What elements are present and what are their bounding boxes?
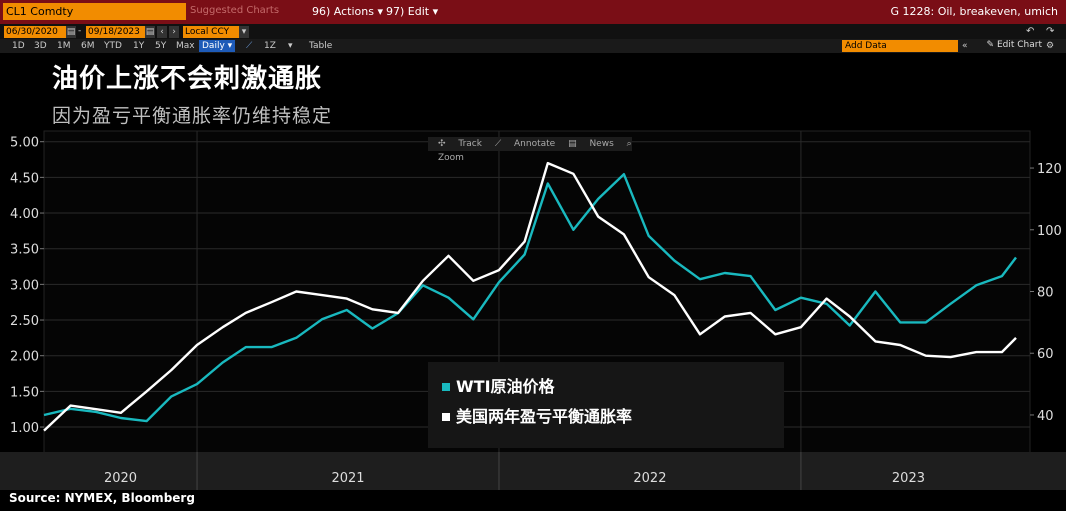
undo-icon[interactable]: ↶ bbox=[1026, 26, 1035, 37]
left-axis-tick-label: 4.50 bbox=[10, 171, 39, 186]
actions-label: 96) Actions bbox=[312, 5, 374, 18]
x-axis-tick-label: 2021 bbox=[331, 471, 364, 486]
left-axis: 1.00 1.50 2.00 2.50 3.00 3.50 4.00 4.50 5.00 bbox=[10, 136, 44, 436]
period-ytd[interactable]: YTD bbox=[104, 41, 122, 51]
actions-menu[interactable]: 96) Actions ▾ bbox=[312, 5, 383, 18]
period-bar bbox=[0, 39, 1066, 53]
date-bar bbox=[0, 24, 1066, 39]
edit-chart-label: Edit Chart bbox=[996, 40, 1042, 50]
forward-arrow-icon[interactable]: › bbox=[169, 26, 179, 38]
right-axis: 40 60 80 100 120 bbox=[1030, 162, 1062, 424]
series-line-2 bbox=[43, 161, 1017, 432]
right-axis-tick-label: 120 bbox=[1037, 162, 1062, 177]
settings-icon[interactable]: ⚙ bbox=[1046, 41, 1055, 51]
x-axis-tick-label: 2022 bbox=[633, 471, 666, 486]
date-to-field[interactable]: 09/18/2023 bbox=[86, 26, 146, 38]
series-lines bbox=[43, 161, 1017, 432]
suggested-charts-button[interactable]: Suggested Charts bbox=[190, 5, 280, 16]
ticker-field[interactable]: CL1 Comdty bbox=[3, 3, 186, 20]
period-6m[interactable]: 6M bbox=[81, 41, 95, 51]
period-5y[interactable]: 5Y bbox=[155, 41, 167, 51]
legend-label: 美国两年盈亏平衡通胀率 bbox=[456, 407, 632, 426]
left-axis-tick-label: 1.00 bbox=[10, 421, 39, 436]
chart-tools: ✣ Track ⟋ Annotate ▤ News ⌕ Zoom bbox=[428, 137, 632, 163]
left-axis-tick-label: 3.50 bbox=[10, 243, 39, 258]
redo-icon[interactable]: ↷ bbox=[1046, 26, 1055, 37]
right-axis-tick-label: 100 bbox=[1037, 224, 1062, 239]
chevron-down-icon[interactable]: ▾ bbox=[239, 26, 249, 38]
left-axis-tick-label: 3.00 bbox=[10, 278, 39, 293]
frequency-label: Daily bbox=[202, 41, 225, 51]
period-1d[interactable]: 1D bbox=[12, 41, 25, 51]
left-axis-tick-label: 5.00 bbox=[10, 136, 39, 151]
legend-box bbox=[428, 362, 784, 448]
track-label: Track bbox=[458, 139, 482, 149]
back-arrow-icon[interactable]: ‹ bbox=[157, 26, 167, 38]
right-axis-tick-label: 60 bbox=[1037, 347, 1054, 362]
frequency-select[interactable]: Daily ▾ bbox=[199, 40, 236, 52]
chevron-down-icon: ▾ bbox=[432, 5, 439, 18]
edit-label: 97) Edit bbox=[386, 5, 430, 18]
chevron-down-icon[interactable]: ▾ bbox=[288, 41, 293, 51]
legend-swatch bbox=[442, 383, 450, 391]
pencil-icon: ✎ bbox=[986, 40, 995, 50]
interval-select[interactable]: 1Z bbox=[264, 41, 276, 51]
chart-name: G 1228: Oil, breakeven, umich bbox=[890, 5, 1058, 18]
date-separator: - bbox=[78, 26, 82, 36]
edit-chart-button[interactable]: ✎ Edit Chart bbox=[987, 40, 1042, 50]
add-data-field[interactable]: Add Data bbox=[842, 40, 958, 52]
chart-subtitle: 因为盈亏平衡通胀率仍维持稳定 bbox=[52, 105, 333, 127]
zoom-label: Zoom bbox=[438, 153, 464, 163]
news-label: News bbox=[589, 139, 614, 149]
period-1m[interactable]: 1M bbox=[57, 41, 71, 51]
chart-title: 油价上涨不会刺激通胀 bbox=[52, 64, 323, 94]
left-axis-tick-label: 2.50 bbox=[10, 314, 39, 329]
chevron-down-icon: ▾ bbox=[377, 5, 383, 18]
legend-swatch bbox=[442, 413, 450, 421]
x-axis-tick-label: 2023 bbox=[892, 471, 925, 486]
series-line-1 bbox=[43, 172, 1017, 423]
left-axis-tick-label: 4.00 bbox=[10, 207, 39, 222]
period-max[interactable]: Max bbox=[176, 41, 195, 51]
x-axis-tick-label: 2020 bbox=[104, 471, 137, 486]
calendar-icon[interactable]: ▤ bbox=[66, 26, 76, 38]
x-axis-band bbox=[0, 452, 1066, 490]
legend-label: WTI原油价格 bbox=[456, 377, 556, 396]
left-axis-tick-label: 2.00 bbox=[10, 350, 39, 365]
x-axis: 2020 2021 2022 2023 bbox=[104, 452, 925, 490]
line-chart-icon[interactable]: ⟋ bbox=[246, 41, 253, 51]
annotate-label: Annotate bbox=[514, 139, 556, 149]
edit-menu[interactable]: 97) Edit ▾ bbox=[386, 5, 438, 18]
table-button[interactable]: Table bbox=[309, 41, 333, 51]
track-button[interactable]: ✣ Track bbox=[438, 139, 482, 149]
collapse-icon[interactable]: « bbox=[962, 41, 968, 51]
news-button[interactable]: ▤ News bbox=[568, 139, 614, 149]
right-axis-tick-label: 80 bbox=[1037, 286, 1054, 301]
date-from-field[interactable]: 06/30/2020 bbox=[4, 26, 66, 38]
right-axis-tick-label: 40 bbox=[1037, 409, 1054, 424]
left-axis-tick-label: 1.50 bbox=[10, 385, 39, 400]
period-1y[interactable]: 1Y bbox=[133, 41, 145, 51]
calendar-icon[interactable]: ▤ bbox=[145, 26, 155, 38]
source-note: Source: NYMEX, Bloomberg bbox=[9, 491, 195, 505]
annotate-button[interactable]: ⟋ Annotate bbox=[494, 139, 556, 149]
period-3d[interactable]: 3D bbox=[34, 41, 47, 51]
currency-select[interactable]: Local CCY bbox=[183, 26, 239, 38]
zoom-button[interactable]: ⌕ Zoom bbox=[438, 139, 632, 163]
